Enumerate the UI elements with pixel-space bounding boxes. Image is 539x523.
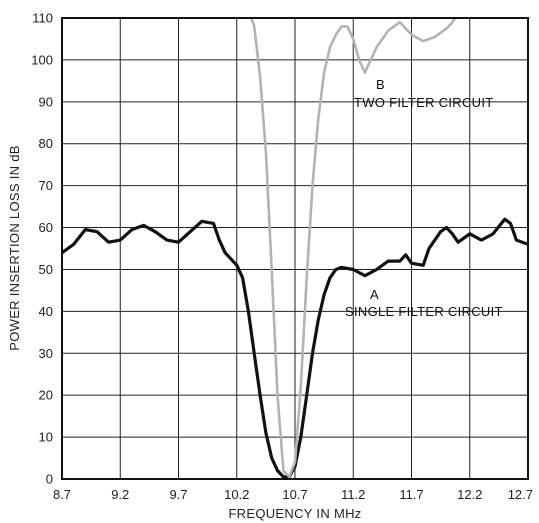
series-lines [62, 18, 528, 479]
series-b-letter: B [376, 77, 385, 92]
x-axis-title: FREQUENCY IN MHz [228, 506, 361, 521]
y-tick-label: 40 [39, 304, 53, 319]
x-tick-label: 12.7 [508, 487, 533, 502]
x-tick-label: 9.7 [169, 487, 187, 502]
series-a-letter: A [370, 287, 379, 302]
y-tick-label: 30 [39, 346, 53, 361]
x-tick-label: 9.2 [111, 487, 129, 502]
x-tick-label: 11.2 [341, 487, 365, 502]
series-a-label: SINGLE FILTER CIRCUIT [345, 304, 503, 319]
y-tick-label: 90 [39, 94, 53, 109]
y-tick-label: 80 [39, 136, 53, 151]
y-tick-label: 10 [39, 430, 53, 445]
x-tick-label: 10.2 [224, 487, 249, 502]
plot-frame [61, 17, 529, 480]
y-tick-label: 0 [46, 472, 53, 487]
y-tick-label: 100 [31, 52, 53, 67]
series-a-line [62, 217, 528, 479]
y-tick-label: 20 [39, 388, 53, 403]
x-tick-label: 8.7 [53, 487, 71, 502]
y-tick-label: 70 [39, 178, 53, 193]
x-tick-label: 12.2 [457, 487, 482, 502]
y-tick-label: 60 [39, 220, 53, 235]
series-b-label: TWO FILTER CIRCUIT [354, 95, 493, 110]
y-tick-label: 110 [32, 11, 53, 26]
series-b-line [249, 18, 457, 479]
y-axis-title: POWER INSERTION LOSS IN dB [7, 145, 22, 351]
y-tick-label: 50 [39, 262, 53, 277]
tick-labels: 8.7 9.2 9.7 10.2 10.7 11.2 11.7 12.2 12.7 0 10 20 30… [31, 11, 533, 503]
grid [61, 17, 529, 480]
x-tick-label: 11.7 [399, 487, 423, 502]
x-tick-label: 10.7 [282, 487, 307, 502]
